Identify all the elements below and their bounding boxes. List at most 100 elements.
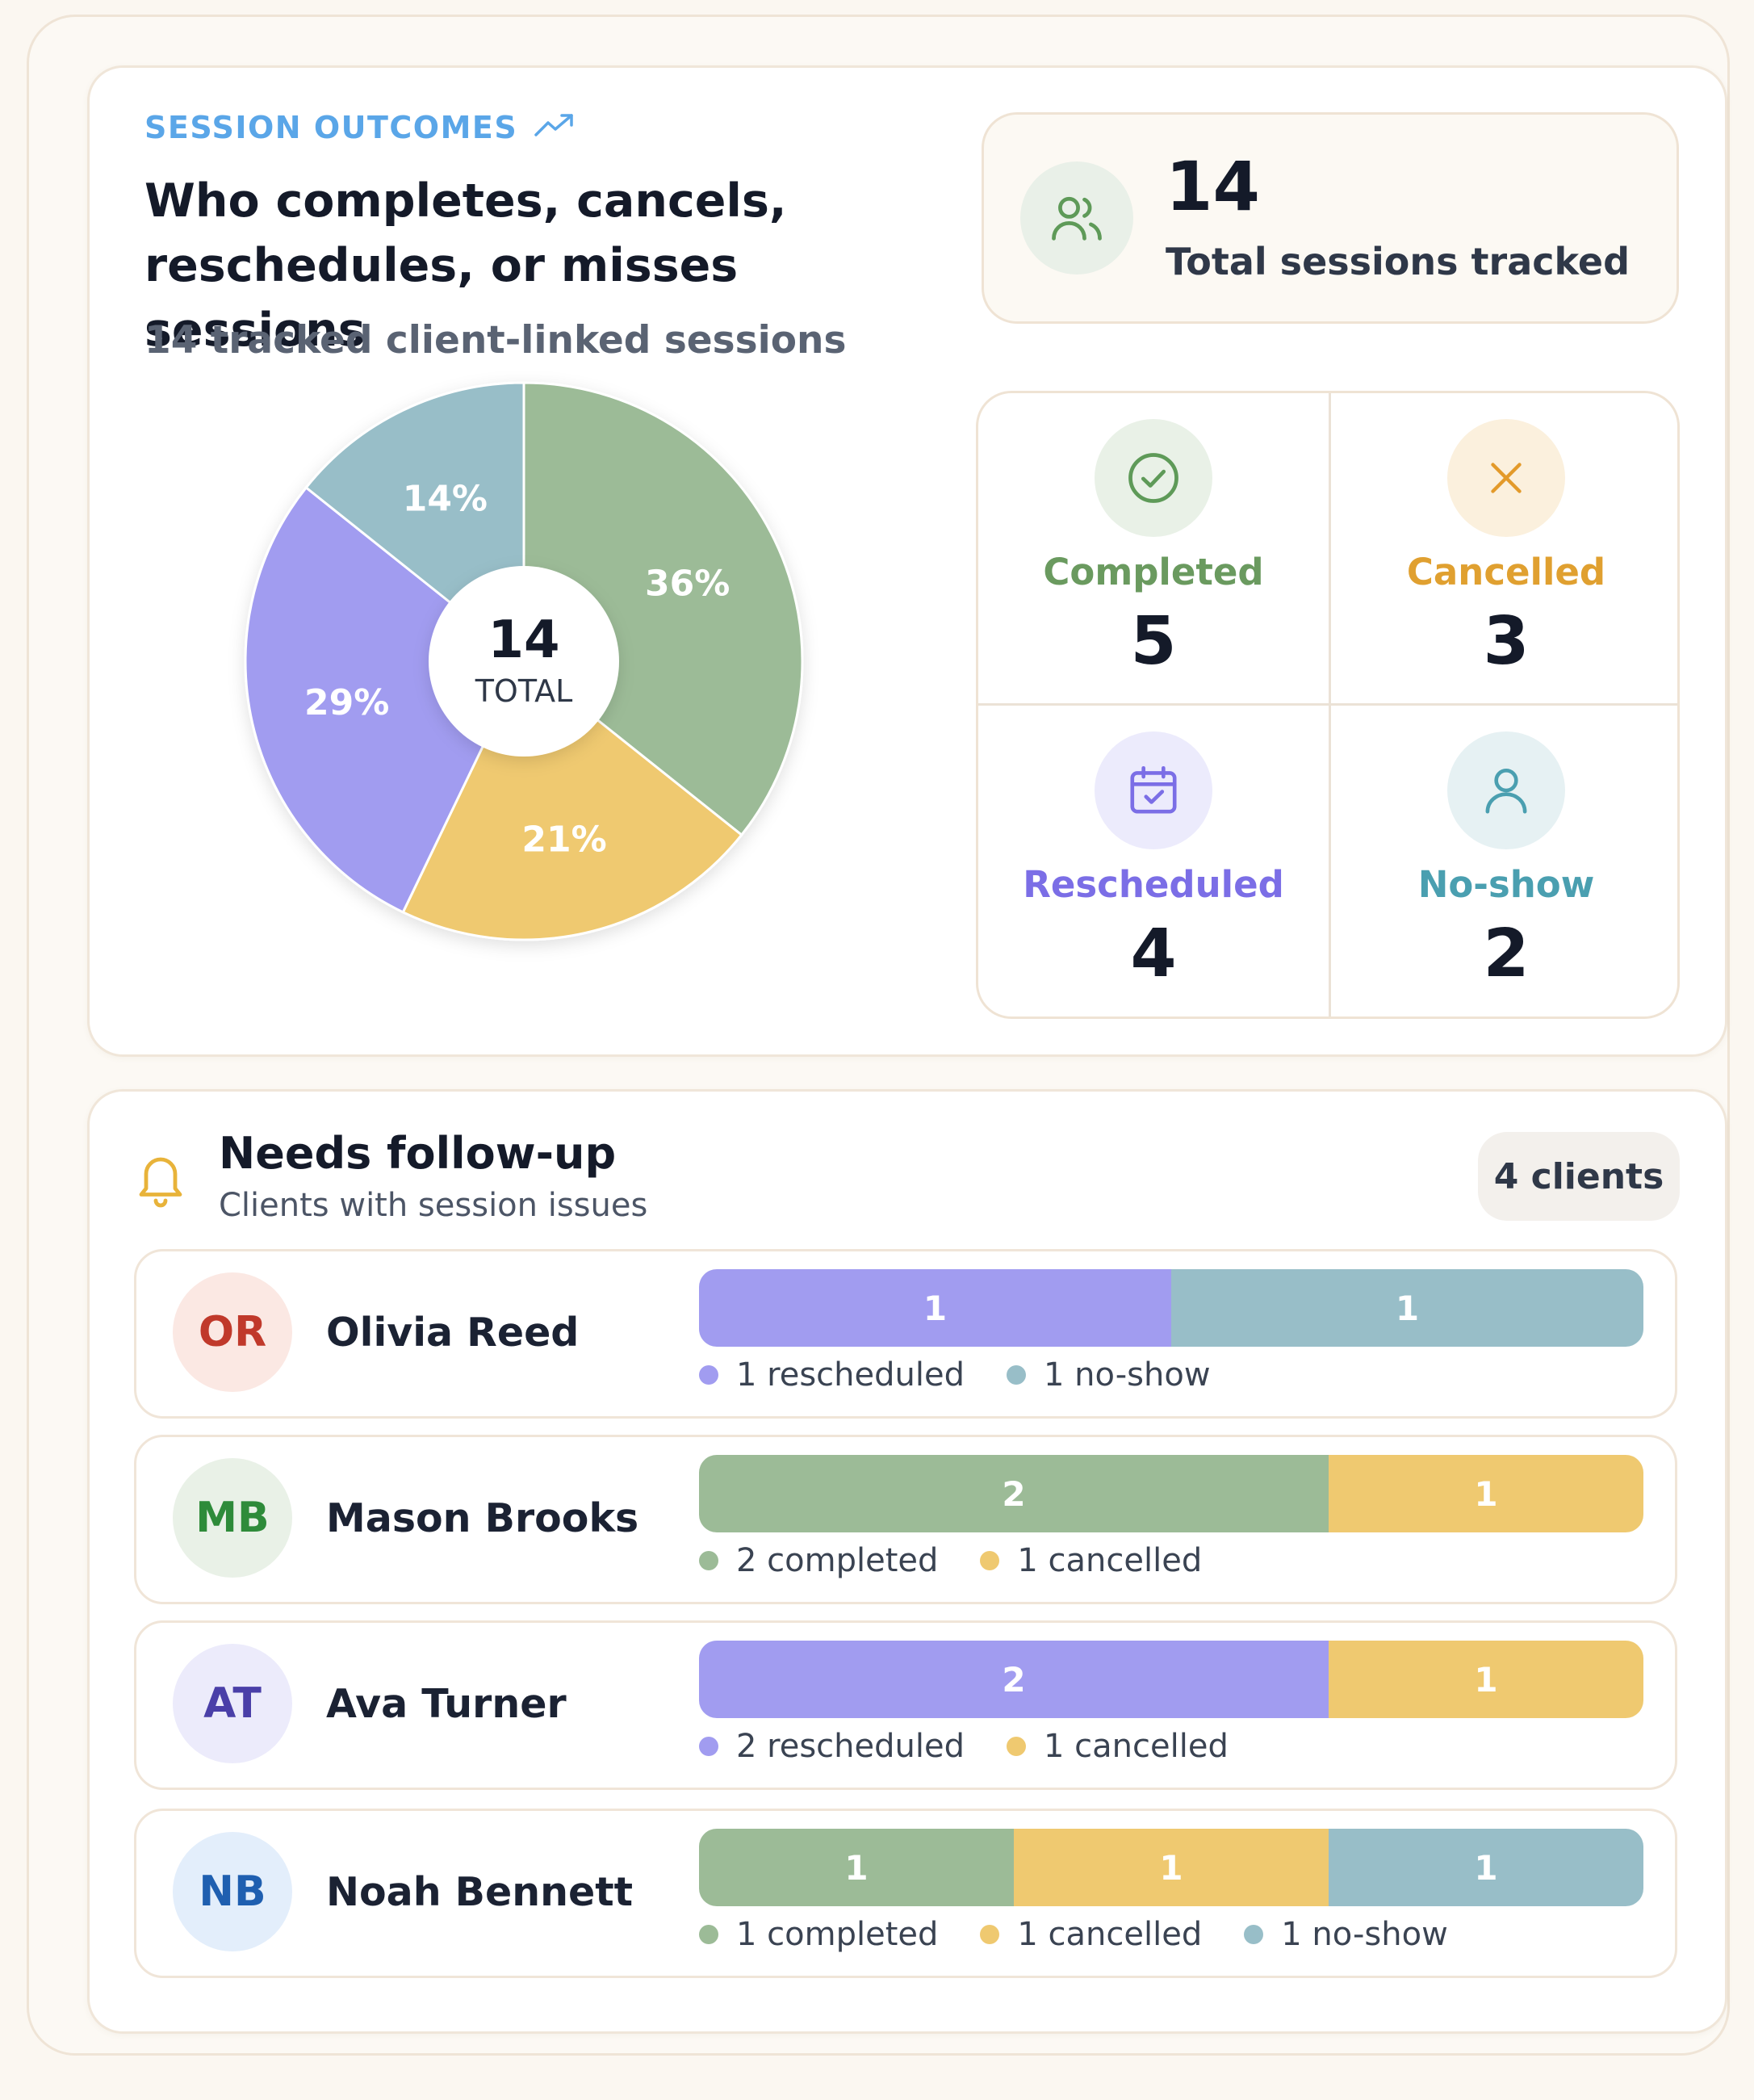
followup-title: Needs follow-up [219,1128,617,1179]
page-title: Who completes, cancels, reschedules, or … [144,174,787,357]
stat-noshow: No-show 2 [1331,706,1677,1016]
pie-slice-cancelled [401,659,743,941]
page-subtitle: 14 tracked client-linked sessions [144,318,847,363]
avatar: NB [173,1832,292,1951]
bell-icon [132,1146,190,1214]
legend-text: 1 cancelled [1017,1916,1203,1953]
client-count-badge: 4 clients [1478,1132,1680,1221]
pie-label-completed: 36% [645,563,730,604]
legend-item: 1 no-show [1007,1356,1211,1394]
legend-item: 1 cancelled [980,1916,1202,1953]
stat-completed-label: Completed [1043,551,1264,593]
client-name: Mason Brooks [326,1495,639,1541]
legend-text: 1 rescheduled [736,1356,965,1394]
bar-segment-cancelled: 1 [1329,1455,1643,1532]
client-legend: 1 rescheduled 1 no-show [699,1356,1211,1394]
avatar: OR [173,1272,292,1392]
legend-item: 2 completed [699,1542,938,1579]
section-eyebrow: SESSION OUTCOMES [144,110,576,145]
stat-rescheduled-value: 4 [1130,916,1177,992]
pie-center-hole [429,566,619,757]
bar-segment-completed: 2 [699,1455,1329,1532]
legend-dot [980,1925,1000,1944]
bar-segment-cancelled: 1 [1329,1641,1643,1718]
legend-item: 1 completed [699,1916,938,1953]
client-legend: 2 completed 1 cancelled [699,1542,1202,1579]
avatar: MB [173,1458,292,1578]
stat-cancelled: Cancelled 3 [1331,393,1677,703]
total-sessions-value: 14 [1166,147,1260,226]
legend-text: 2 rescheduled [736,1728,965,1765]
legend-text: 1 no-show [1044,1356,1211,1394]
outcome-stats-grid: Completed 5 Cancelled 3 [976,391,1680,1019]
stat-noshow-value: 2 [1483,916,1530,992]
pie-center-label: TOTAL [475,673,573,709]
users-icon [1020,161,1133,275]
legend-text: 1 cancelled [1044,1728,1229,1765]
bar-segment-rescheduled: 2 [699,1641,1329,1718]
client-name: Olivia Reed [326,1310,580,1356]
stat-rescheduled-label: Rescheduled [1023,863,1284,906]
trending-up-icon [534,110,576,145]
bar-segment-noshow: 1 [1329,1829,1643,1906]
x-icon [1447,419,1565,537]
total-sessions-card: 14 Total sessions tracked [982,112,1679,324]
stat-completed-value: 5 [1130,603,1177,680]
pie-label-rescheduled: 29% [304,682,389,723]
stat-cancelled-value: 3 [1483,603,1530,680]
dashboard-frame: SESSION OUTCOMES Who completes, cancels,… [27,15,1730,2056]
legend-dot [699,1925,718,1944]
client-row[interactable]: NB Noah Bennett 1 1 1 1 completed 1 cancelled 1… [134,1809,1677,1978]
stat-noshow-label: No-show [1417,863,1595,906]
calendar-check-icon [1095,731,1212,849]
legend-text: 1 cancelled [1017,1542,1203,1579]
pie-label-noshow: 14% [403,478,488,519]
bar-segment-cancelled: 1 [1014,1829,1329,1906]
pie-center-value: 14 [488,610,559,670]
user-icon [1447,731,1565,849]
legend-dot [699,1737,718,1756]
legend-dot [699,1551,718,1570]
legend-item: 1 cancelled [1007,1728,1229,1765]
legend-dot [699,1365,718,1385]
client-name: Ava Turner [326,1681,567,1727]
client-legend: 1 completed 1 cancelled 1 no-show [699,1916,1448,1953]
bar-segment-completed: 1 [699,1829,1014,1906]
client-name: Noah Bennett [326,1869,634,1915]
legend-dot [980,1551,1000,1570]
check-circle-icon [1095,419,1212,537]
followup-subtitle: Clients with session issues [219,1187,648,1224]
legend-item: 1 rescheduled [699,1356,965,1394]
grid-divider-horizontal [978,703,1677,706]
client-legend: 2 rescheduled 1 cancelled [699,1728,1229,1765]
bar-segment-noshow: 1 [1171,1269,1643,1347]
legend-dot [1244,1925,1264,1944]
pie-slice-completed [522,381,804,837]
legend-text: 1 no-show [1281,1916,1448,1953]
client-row[interactable]: MB Mason Brooks 2 1 2 completed 1 cancelled [134,1435,1677,1604]
pie-svg: 36% 21% 29% 14% 14 TOTAL [244,381,804,941]
eyebrow-label: SESSION OUTCOMES [144,110,518,145]
stat-cancelled-label: Cancelled [1406,551,1606,593]
session-outcomes-card: SESSION OUTCOMES Who completes, cancels,… [87,65,1727,1057]
client-row[interactable]: OR Olivia Reed 1 1 1 rescheduled 1 no-show [134,1249,1677,1419]
stat-rescheduled: Rescheduled 4 [978,706,1329,1016]
bar-segment-rescheduled: 1 [699,1269,1171,1347]
outcomes-pie-chart: 36% 21% 29% 14% 14 TOTAL [241,379,806,944]
legend-dot [1007,1365,1026,1385]
legend-text: 1 completed [736,1916,939,1953]
legend-dot [1007,1737,1026,1756]
legend-text: 2 completed [736,1542,939,1579]
legend-item: 1 no-show [1244,1916,1448,1953]
needs-followup-card: Needs follow-up Clients with session iss… [87,1089,1727,2034]
pie-slice-rescheduled [244,485,525,914]
client-row[interactable]: AT Ava Turner 2 1 2 rescheduled 1 cancelled [134,1620,1677,1790]
pie-label-cancelled: 21% [521,819,606,860]
stat-completed: Completed 5 [978,393,1329,703]
avatar: AT [173,1644,292,1763]
legend-item: 2 rescheduled [699,1728,965,1765]
legend-item: 1 cancelled [980,1542,1202,1579]
